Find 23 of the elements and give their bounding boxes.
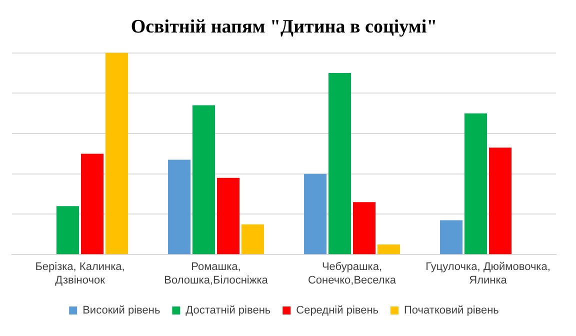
legend-label: Початковий рівень [404, 304, 500, 317]
bar [241, 224, 264, 254]
bar [352, 202, 376, 254]
x-tick-label: Чебурашка, Сонечко,Веселка [308, 261, 397, 286]
bar [168, 160, 191, 254]
chart-title: Освітній напям "Дитина в соціумі" [130, 16, 438, 38]
x-tick-label: Гуцулочка, Дюймовочка, Ялинка [426, 261, 550, 286]
bar [80, 154, 104, 254]
x-tick-label: Ромашка, Волошка,Білосніжка [164, 261, 269, 286]
bar [304, 174, 327, 254]
legend-label: Середній рівень [296, 304, 379, 317]
bar [192, 105, 216, 254]
bar [105, 52, 128, 254]
bar [328, 72, 352, 254]
bar [56, 206, 80, 254]
legend-label: Достатній рівень [186, 304, 271, 317]
legend-label: Високий рівень [82, 304, 160, 317]
bar [216, 178, 240, 254]
bar [488, 148, 512, 254]
bar [464, 113, 488, 254]
bar [377, 244, 400, 254]
x-tick-label: Берізка, Калинка, Дзвіночок [35, 261, 125, 286]
bar [440, 220, 463, 254]
